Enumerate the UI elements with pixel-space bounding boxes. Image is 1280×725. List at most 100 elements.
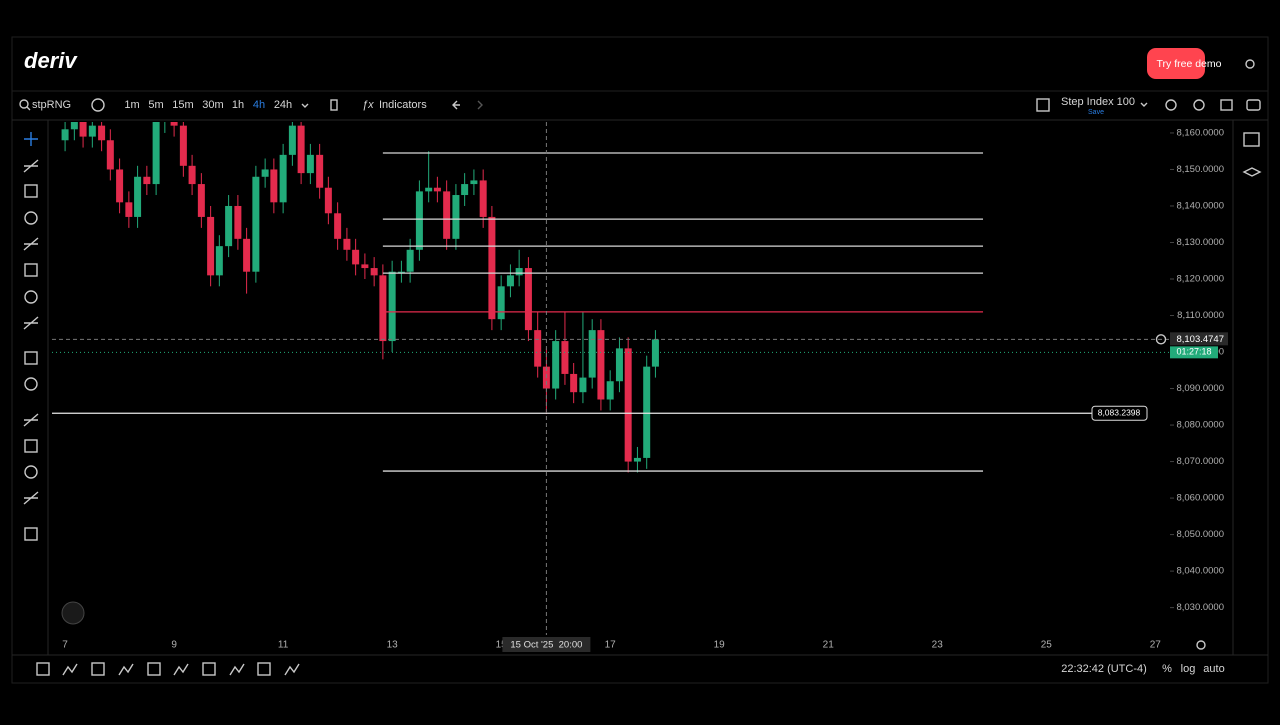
candle-body bbox=[152, 122, 160, 185]
auto-toggle[interactable]: auto bbox=[1203, 663, 1224, 675]
candle-body bbox=[606, 381, 614, 400]
tool-icon[interactable] bbox=[36, 662, 50, 676]
tv-badge bbox=[61, 601, 85, 625]
candle-body bbox=[461, 184, 469, 196]
price-marker-box bbox=[1091, 405, 1148, 421]
tool-icon[interactable] bbox=[23, 237, 39, 251]
interval[interactable]: 24h bbox=[274, 99, 292, 111]
tool-icon[interactable] bbox=[257, 662, 271, 676]
candle-body bbox=[488, 216, 496, 320]
instrument[interactable]: Step Index 100 bbox=[1061, 96, 1135, 108]
fullscreen-icon[interactable] bbox=[1220, 99, 1233, 111]
tool-icon[interactable] bbox=[24, 527, 38, 541]
tool-icon[interactable] bbox=[91, 662, 105, 676]
interval[interactable]: 1h bbox=[232, 99, 244, 111]
candle-body bbox=[297, 125, 305, 174]
tool-icon[interactable] bbox=[24, 377, 38, 391]
y-tick-label: 8,160.0000 bbox=[1176, 127, 1224, 138]
y-tick-label: 8,120.0000 bbox=[1176, 274, 1224, 285]
y-tick-label: 8,130.0000 bbox=[1176, 237, 1224, 248]
tool-icon[interactable] bbox=[62, 663, 78, 676]
candle-body bbox=[125, 202, 133, 217]
candle-body bbox=[261, 169, 269, 177]
candle-body bbox=[470, 180, 478, 185]
interval[interactable]: 15m bbox=[172, 99, 193, 111]
save[interactable]: Save bbox=[1088, 109, 1104, 116]
candle-body bbox=[597, 330, 605, 400]
x-tick-label: 19 bbox=[714, 640, 726, 651]
tool-icon[interactable] bbox=[229, 663, 245, 676]
candle-body bbox=[579, 377, 587, 393]
list-icon[interactable] bbox=[1243, 132, 1260, 147]
tool-icon[interactable] bbox=[284, 663, 300, 676]
fx-icon[interactable]: ƒx bbox=[362, 99, 374, 111]
tool-icon[interactable] bbox=[24, 290, 38, 304]
tool-icon[interactable] bbox=[1165, 99, 1177, 111]
candle-body bbox=[334, 213, 342, 239]
tool-icon[interactable] bbox=[23, 159, 39, 173]
indicators[interactable]: Indicators bbox=[379, 99, 427, 111]
candle-body bbox=[306, 154, 314, 174]
tool-icon[interactable] bbox=[24, 132, 38, 146]
search-icon[interactable] bbox=[19, 99, 29, 109]
candle-body bbox=[570, 373, 578, 393]
y-tick-label: 8,140.0000 bbox=[1176, 200, 1224, 211]
settings-icon[interactable] bbox=[1193, 99, 1205, 111]
candle-body bbox=[316, 154, 324, 188]
tool-icon[interactable] bbox=[118, 663, 134, 676]
interval[interactable]: 5m bbox=[148, 99, 163, 111]
x-tick-label: 25 bbox=[1041, 640, 1053, 651]
symbol[interactable]: stpRNG bbox=[32, 99, 71, 111]
interval[interactable]: 30m bbox=[202, 99, 223, 111]
candle-body bbox=[479, 180, 487, 217]
price-marker-label: 8,083.2398 bbox=[1098, 407, 1141, 417]
y-tick-label: 8,070.0000 bbox=[1176, 456, 1224, 467]
percent-toggle[interactable]: % bbox=[1162, 663, 1172, 675]
tool-icon[interactable] bbox=[173, 663, 189, 676]
candle-body bbox=[188, 165, 196, 185]
layers-icon[interactable] bbox=[1242, 167, 1262, 177]
tool-icon[interactable] bbox=[24, 184, 38, 198]
candle-body bbox=[106, 140, 114, 170]
tool-icon[interactable] bbox=[24, 351, 38, 365]
x-tick-label: 13 bbox=[387, 640, 399, 651]
interval[interactable]: 4h bbox=[253, 99, 265, 111]
x-tick-label: 9 bbox=[171, 640, 177, 651]
theme-icon[interactable] bbox=[1245, 59, 1255, 69]
candle-body bbox=[552, 341, 560, 389]
log-toggle[interactable]: log bbox=[1181, 663, 1196, 675]
demo-button-label[interactable]: Try free demo bbox=[1157, 58, 1222, 70]
tool-icon[interactable] bbox=[23, 413, 39, 427]
candle-body bbox=[207, 216, 215, 276]
tool-icon[interactable] bbox=[24, 465, 38, 479]
interval[interactable]: 1m bbox=[124, 99, 139, 111]
chart-type-icon[interactable] bbox=[330, 99, 338, 111]
candle-body bbox=[270, 169, 278, 203]
candle-body bbox=[425, 187, 433, 192]
demo-button[interactable] bbox=[1147, 48, 1205, 79]
tool-icon[interactable] bbox=[24, 211, 38, 225]
tool-icon[interactable] bbox=[24, 263, 38, 277]
tool-icon[interactable] bbox=[147, 662, 161, 676]
camera-icon[interactable] bbox=[1246, 99, 1261, 111]
axis-settings[interactable] bbox=[1196, 640, 1206, 650]
countdown-box bbox=[1170, 346, 1218, 359]
candle-body bbox=[179, 125, 187, 166]
redo[interactable] bbox=[477, 100, 483, 110]
tool-icon[interactable] bbox=[24, 439, 38, 453]
logo[interactable]: deriv bbox=[24, 48, 78, 73]
checkbox[interactable] bbox=[1036, 98, 1050, 112]
y-tick-label: 8,080.0000 bbox=[1176, 420, 1224, 431]
candle-body bbox=[215, 246, 223, 276]
frame bbox=[11, 36, 1269, 684]
candle-body bbox=[633, 457, 641, 462]
candle-body bbox=[197, 184, 205, 217]
undo[interactable] bbox=[452, 100, 460, 110]
tool-icon[interactable] bbox=[23, 491, 39, 505]
tool-icon[interactable] bbox=[202, 662, 216, 676]
tool-icon[interactable] bbox=[23, 316, 39, 330]
candle-body bbox=[352, 249, 360, 265]
add-icon[interactable] bbox=[91, 98, 105, 112]
candle-body bbox=[651, 339, 659, 367]
candle-body bbox=[561, 341, 569, 374]
